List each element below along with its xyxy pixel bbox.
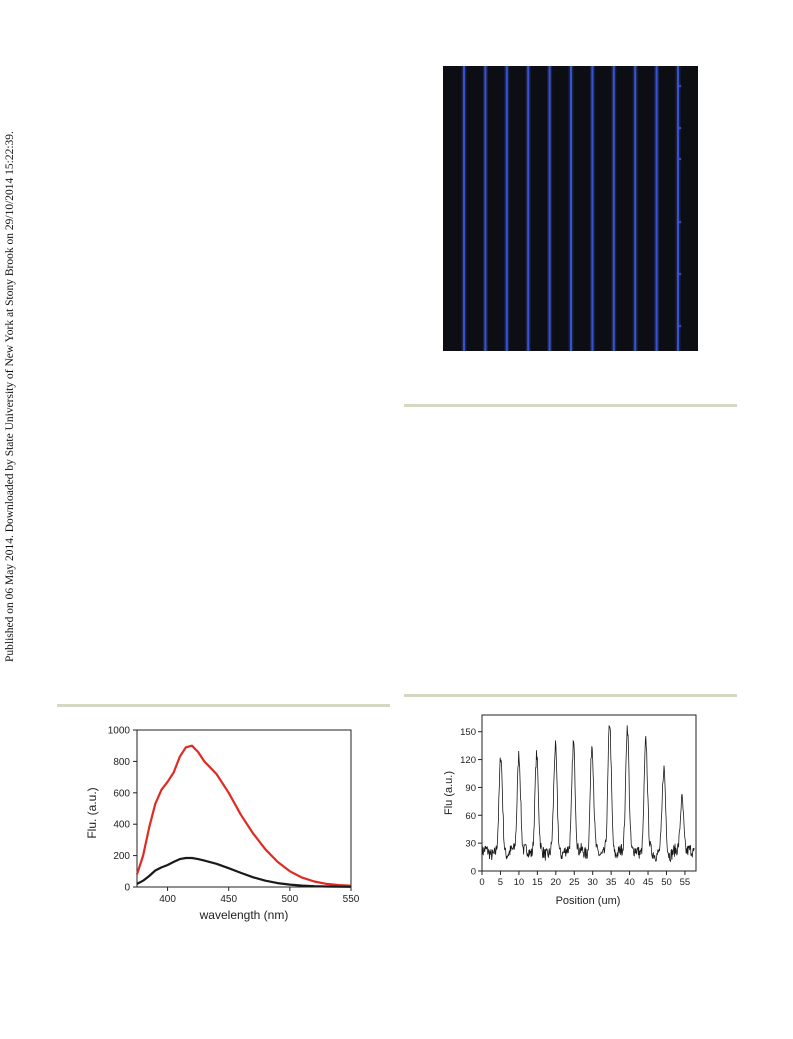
- micrograph-lines: [461, 66, 682, 351]
- micrograph-line: [634, 66, 637, 351]
- spectrum-ylabel: Flu. (a.u.): [85, 787, 99, 838]
- micrograph-line: [677, 66, 679, 351]
- micrograph-line: [548, 66, 551, 351]
- profile-xtick-label: 55: [680, 877, 691, 888]
- spectrum-ytick-label: 800: [113, 757, 130, 768]
- line-profile-chart: 0 30 60 90 120 150 0 5 10 15 20 25 30 35 40 45 50 55 Posi…: [443, 714, 697, 907]
- spectrum-series-line-2: [136, 856, 352, 888]
- fluorescence-micrograph: [443, 66, 698, 351]
- micrograph-line: [505, 66, 508, 351]
- spectrum-frame: [136, 729, 352, 888]
- profile-axes: 0 30 60 90 120 150 0 5 10 15 20 25 30 35 40 45 50 55: [460, 714, 697, 888]
- profile-series-line: [481, 724, 695, 863]
- profile-xtick-label: 15: [532, 877, 543, 888]
- profile-xtick-label: 35: [606, 877, 617, 888]
- spectrum-ytick-label: 600: [113, 788, 130, 799]
- profile-ytick-label: 30: [465, 839, 476, 850]
- spectrum-ytick-label: 0: [124, 883, 130, 894]
- spectrum-axes: 0 200 400 600 800 1000 400 450 500 550: [108, 726, 360, 906]
- spectrum-xtick-label: 500: [282, 894, 299, 905]
- profile-ytick-label: 120: [460, 755, 476, 766]
- download-notice: Published on 06 May 2014. Downloaded by …: [4, 131, 16, 662]
- profile-xtick-label: 25: [569, 877, 580, 888]
- micrograph-line: [527, 66, 530, 351]
- profile-ytick-label: 90: [465, 783, 476, 794]
- micrograph-line: [612, 66, 615, 351]
- profile-ytick-label: 150: [460, 727, 476, 738]
- micrograph-line: [655, 66, 658, 351]
- profile-xtick-label: 0: [479, 877, 484, 888]
- micrograph-dot: [678, 220, 682, 224]
- profile-series: [481, 724, 695, 863]
- section-rule-left: [57, 704, 390, 707]
- spectrum-xlabel: wavelength (nm): [199, 908, 289, 922]
- profile-xtick-label: 40: [624, 877, 635, 888]
- section-rule-top-right: [404, 404, 737, 407]
- micrograph-dot: [678, 126, 682, 130]
- emission-spectrum-chart: 0 200 400 600 800 1000 400 450 500 550 wavelength…: [85, 726, 360, 923]
- spectrum-series: [135, 744, 352, 888]
- profile-ytick-label: 60: [465, 811, 476, 822]
- profile-xtick-label: 30: [587, 877, 598, 888]
- micrograph-dot: [678, 272, 682, 276]
- profile-ytick-label: 0: [471, 867, 476, 878]
- micrograph-line: [463, 66, 465, 351]
- profile-frame: [481, 714, 697, 872]
- micrograph-dot: [678, 84, 682, 88]
- section-rule-mid-right: [404, 694, 737, 697]
- profile-ylabel: Flu (a.u.): [443, 771, 455, 815]
- profile-xtick-label: 45: [643, 877, 654, 888]
- micrograph-dot: [678, 157, 682, 161]
- spectrum-xtick-label: 550: [343, 894, 360, 905]
- profile-xtick-label: 50: [661, 877, 672, 888]
- spectrum-xtick-label: 450: [220, 894, 237, 905]
- spectrum-ytick-label: 1000: [108, 726, 131, 737]
- micrograph-line: [591, 66, 594, 351]
- spectrum-series-line-1: [135, 744, 352, 887]
- profile-xtick-label: 5: [498, 877, 503, 888]
- spectrum-xtick-label: 400: [159, 894, 176, 905]
- profile-xlabel: Position (um): [556, 895, 621, 907]
- micrograph-line: [484, 66, 487, 351]
- micrograph-dot: [678, 324, 682, 328]
- spectrum-ytick-label: 400: [113, 820, 130, 831]
- spectrum-ytick-label: 200: [113, 851, 130, 862]
- profile-xtick-label: 10: [514, 877, 525, 888]
- profile-xtick-label: 20: [551, 877, 562, 888]
- micrograph-line: [570, 66, 572, 351]
